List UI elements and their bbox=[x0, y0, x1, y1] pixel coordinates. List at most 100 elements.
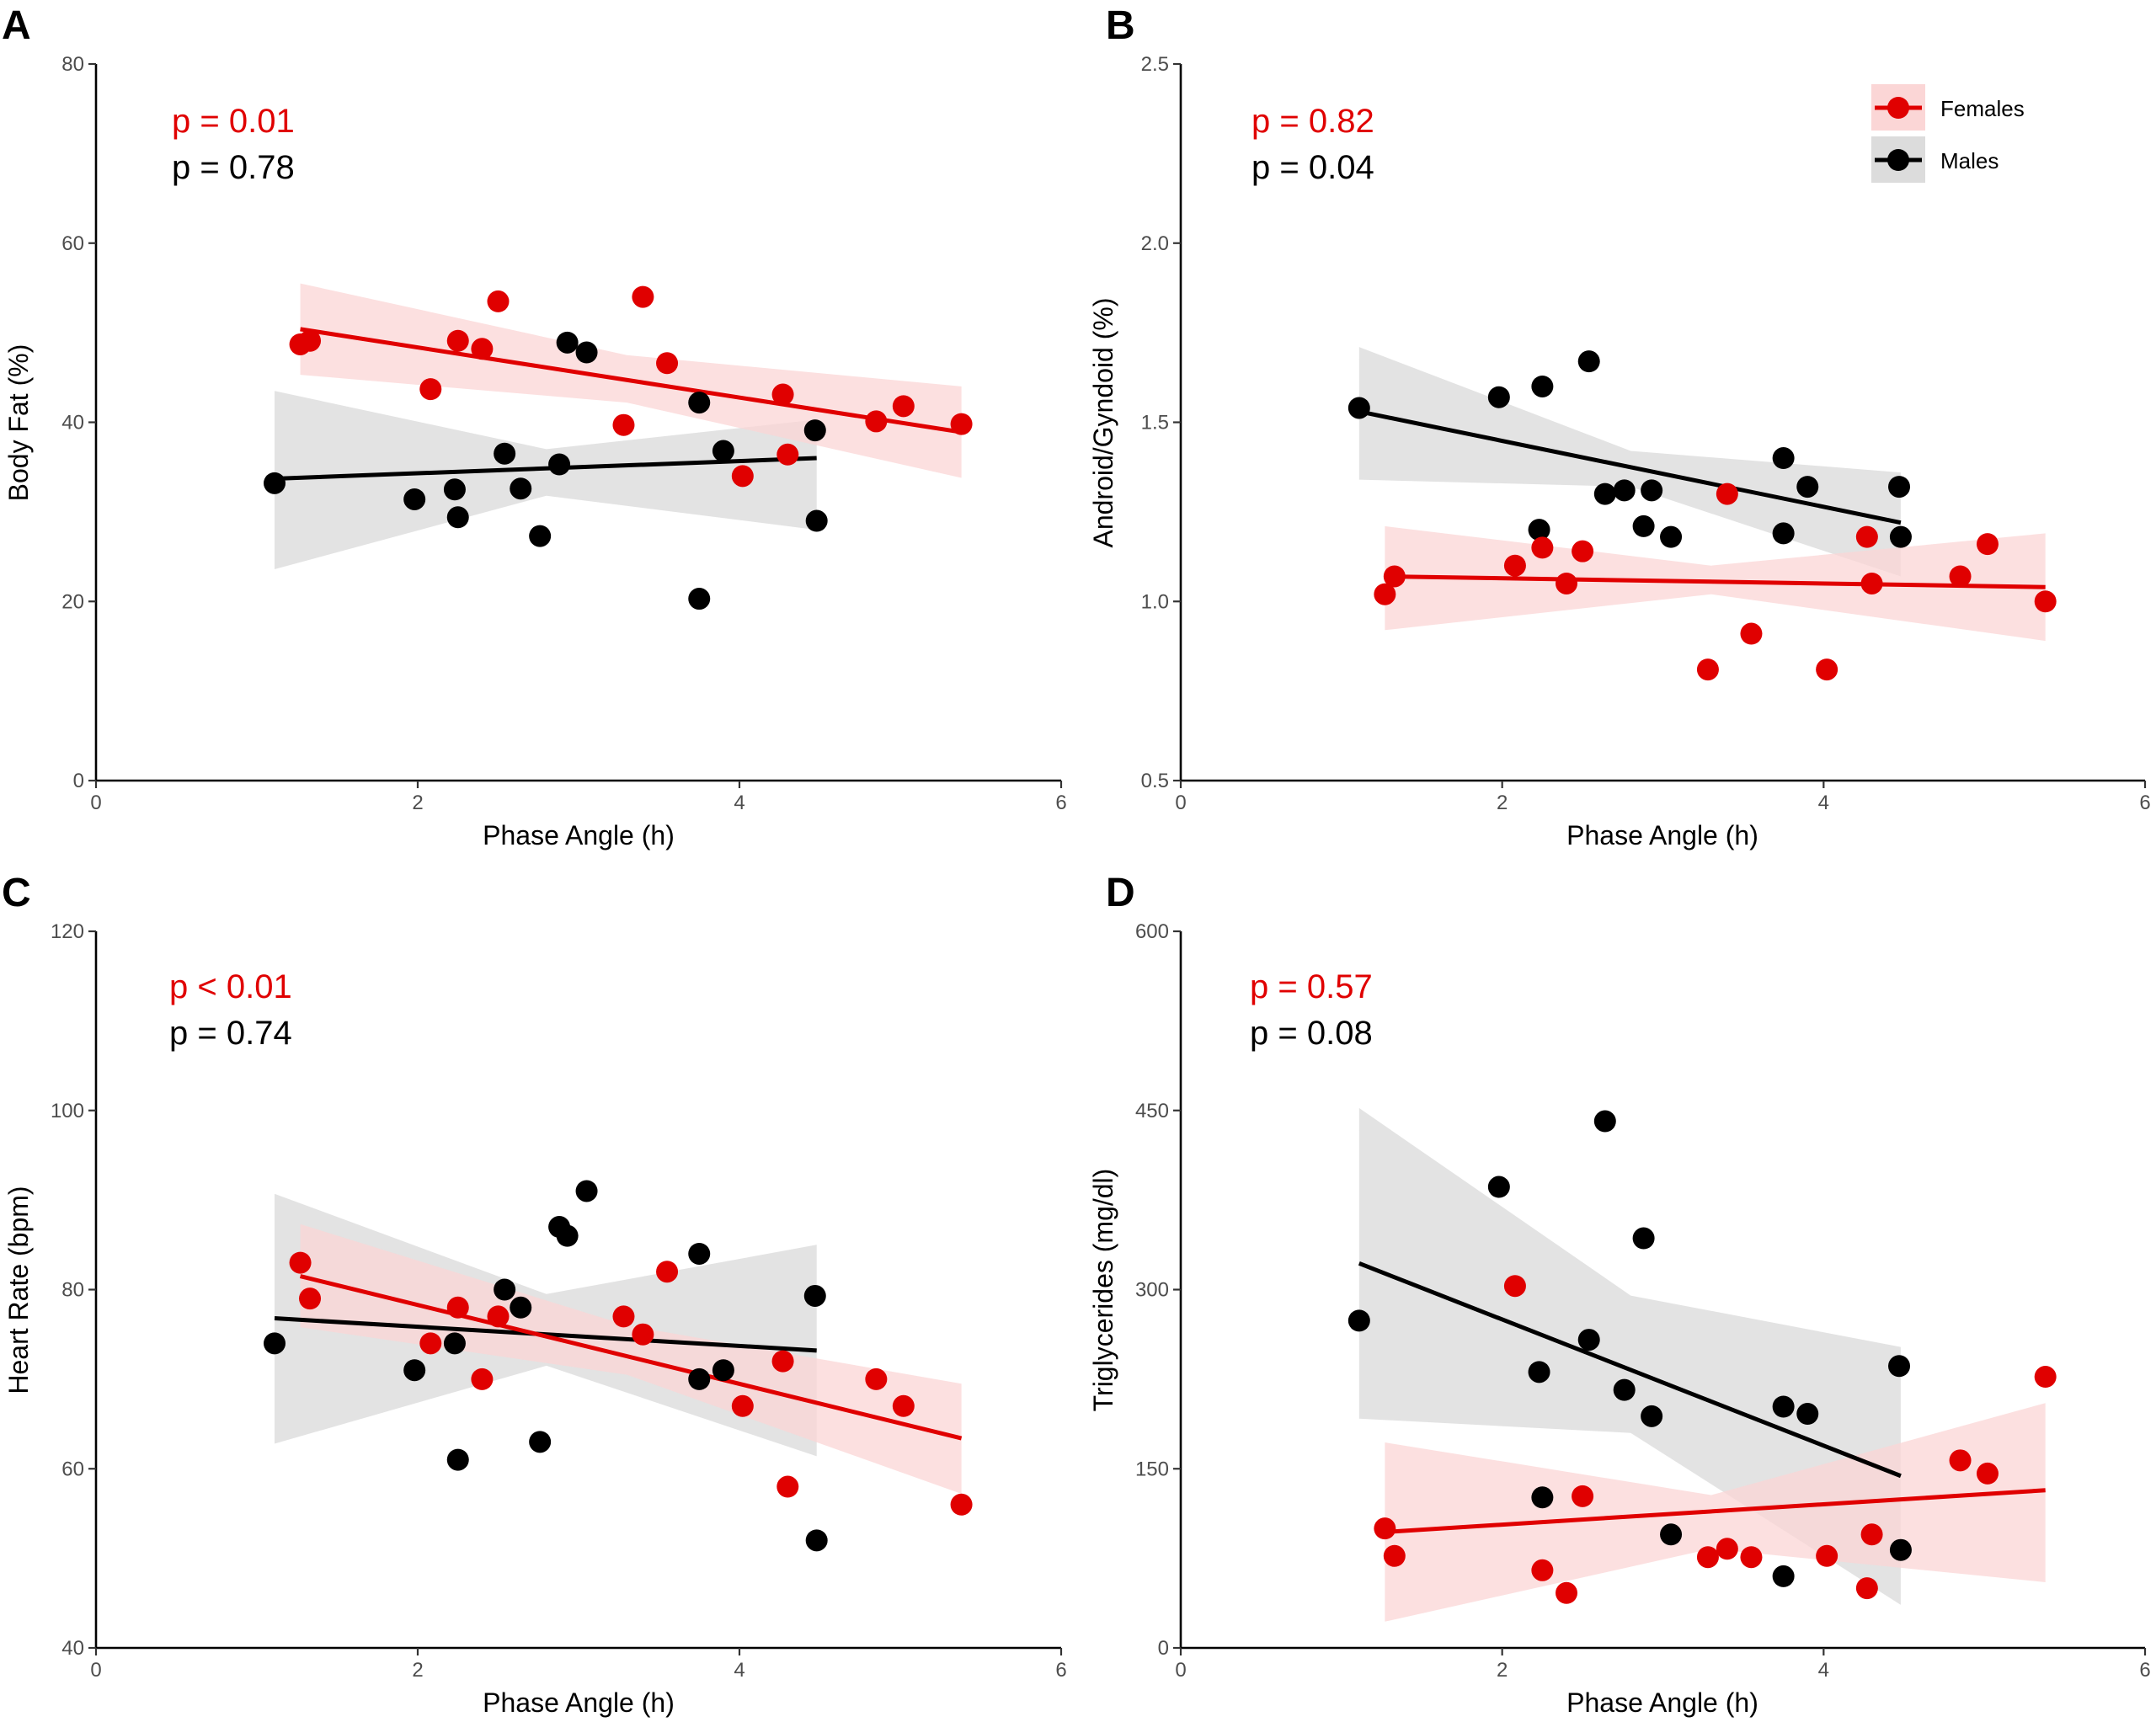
panel-c-y-tick-label: 120 bbox=[51, 920, 84, 943]
panel-d-males-point bbox=[1613, 1378, 1636, 1401]
panel-c-letter: C bbox=[2, 871, 31, 915]
panel-c-females-point bbox=[731, 1394, 754, 1417]
panel-c-y-tick-label: 40 bbox=[61, 1637, 84, 1660]
panel-d-males-point bbox=[1796, 1403, 1819, 1426]
panel-a-males-point bbox=[510, 477, 532, 500]
panel-d-x-axis-title: Phase Angle (h) bbox=[1566, 1687, 1758, 1718]
panel-d-males-point bbox=[1348, 1309, 1370, 1332]
panel-a-females-point bbox=[419, 378, 442, 401]
panel-a-x-tick-label: 0 bbox=[90, 792, 101, 814]
panel-a-x-tick-label: 4 bbox=[734, 792, 744, 814]
panel-b-females-point bbox=[1716, 482, 1738, 505]
panel-d-males-point bbox=[1889, 1538, 1912, 1561]
panel-c-x-tick-label: 0 bbox=[90, 1659, 101, 1682]
panel-a-y-tick-label: 20 bbox=[61, 590, 84, 613]
panel-a-females-point bbox=[656, 352, 679, 375]
panel-b-females-point bbox=[1503, 554, 1526, 577]
panel-b-males-point bbox=[1772, 522, 1795, 545]
panel-b-males-point bbox=[1613, 479, 1636, 502]
panel-d-females-point bbox=[1855, 1577, 1878, 1600]
panel-b-males-point bbox=[1796, 476, 1819, 498]
panel-d-plot: 0 150 300 450 600 0 2 4 6 bbox=[1135, 920, 2151, 1682]
panel-c-males-point bbox=[803, 1284, 826, 1307]
panel-a-males-point bbox=[575, 341, 598, 364]
panel-a-females-point bbox=[612, 413, 635, 436]
panel-c-females-point bbox=[950, 1493, 973, 1516]
panel-c-females-point bbox=[487, 1305, 510, 1328]
panel-d-females-fit-line bbox=[1385, 1488, 2046, 1534]
panel-c-males-point bbox=[688, 1367, 711, 1390]
panel-b-males-fit-line bbox=[1358, 409, 1902, 525]
panel-a-males-point bbox=[403, 488, 426, 510]
panel-d-males-point bbox=[1772, 1395, 1795, 1418]
panel-a-males-point bbox=[264, 472, 286, 494]
panel-c-males-point bbox=[264, 1332, 286, 1355]
panel-b-females-point bbox=[1816, 658, 1838, 681]
panel-d-males-point bbox=[1593, 1110, 1616, 1133]
panel-b-x-tick-label: 4 bbox=[1818, 792, 1829, 814]
panel-d-x-tick-label: 2 bbox=[1497, 1659, 1508, 1682]
panel-c-x-axis-title: Phase Angle (h) bbox=[483, 1687, 675, 1718]
panel-c-females-point bbox=[865, 1367, 888, 1390]
panel-a-y-tick-label: 0 bbox=[73, 770, 84, 792]
panel-c-males-point bbox=[529, 1431, 552, 1453]
panel-a-females-point bbox=[771, 383, 794, 406]
panel-d-letter: D bbox=[1106, 871, 1135, 915]
panel-c-plot: 40 60 80 100 120 0 2 4 6 bbox=[51, 920, 1067, 1682]
panel-b-x-axis-title: Phase Angle (h) bbox=[1566, 820, 1758, 850]
panel-d-y-tick-label: 450 bbox=[1135, 1100, 1169, 1122]
panel-a-males-confidence-band bbox=[275, 391, 817, 569]
panel-b-x-tick-label: 2 bbox=[1497, 792, 1508, 814]
panel-b-y-tick-label: 0.5 bbox=[1141, 770, 1169, 792]
panel-a-plot: 0 20 40 60 80 0 2 4 6 bbox=[61, 53, 1066, 814]
panel-c-males-point bbox=[494, 1278, 516, 1301]
panel-d-females-point bbox=[2034, 1366, 2057, 1389]
panel-a-females-point bbox=[950, 413, 973, 435]
panel-c-y-tick-label: 60 bbox=[61, 1458, 84, 1480]
panel-b-females-point bbox=[1383, 565, 1406, 588]
panel-a-males-point bbox=[688, 588, 711, 610]
panel-b-males-point bbox=[1577, 350, 1600, 373]
panel-d-males-point bbox=[1577, 1329, 1600, 1351]
panel-c-males-point bbox=[688, 1242, 711, 1265]
panel-a-y-tick-label: 60 bbox=[61, 232, 84, 255]
panel-d-y-tick-label: 150 bbox=[1135, 1458, 1169, 1480]
panel-d-y-tick-label: 300 bbox=[1135, 1279, 1169, 1302]
panel-a-females-point bbox=[471, 338, 494, 360]
panel-b-females-point bbox=[1572, 540, 1594, 562]
panel-c-males-point bbox=[443, 1332, 466, 1355]
panel-d-males-point bbox=[1487, 1176, 1510, 1198]
panel-b-letter: B bbox=[1106, 3, 1135, 48]
panel-c-females-point bbox=[776, 1475, 799, 1498]
panel-a-p-male: p = 0.78 bbox=[172, 149, 295, 186]
panel-b-females-point bbox=[1531, 536, 1554, 559]
panel-b-females-point bbox=[2034, 590, 2057, 613]
panel-b-y-tick-label: 2.5 bbox=[1141, 53, 1169, 76]
panel-d-y-tick-label: 0 bbox=[1158, 1637, 1169, 1660]
panel-c-males-point bbox=[403, 1359, 426, 1382]
panel-a-y-axis-title: Body Fat (%) bbox=[3, 344, 34, 502]
panel-b-plot: 0.5 1.0 1.5 2.0 2.5 0 2 4 6 bbox=[1141, 53, 2151, 814]
panel-c-males-point bbox=[805, 1529, 828, 1552]
panel-d-males-point bbox=[1531, 1486, 1554, 1509]
panel-d-females-point bbox=[1740, 1546, 1763, 1569]
panel-c-y-tick-label: 80 bbox=[61, 1279, 84, 1302]
panel-c-females-point bbox=[771, 1350, 794, 1373]
panel-a-males-point bbox=[446, 506, 469, 529]
panel-b-females-point bbox=[1696, 658, 1719, 681]
panel-d-males-point bbox=[1888, 1355, 1911, 1378]
panel-b-females-point bbox=[1860, 572, 1883, 594]
panel-b-females-point bbox=[1976, 533, 1999, 556]
panel-c-males-point bbox=[575, 1180, 598, 1202]
panel-a-males-point bbox=[548, 453, 571, 476]
panel-d-females-point bbox=[1696, 1546, 1719, 1569]
panel-b-females-point bbox=[1855, 525, 1878, 548]
panel-a: A 0 20 40 60 80 0 2 4 6 p = 0.01 p = 0.78 Phase … bbox=[2, 3, 1067, 850]
panel-b-males-point bbox=[1772, 447, 1795, 470]
panel-d-males-point bbox=[1641, 1405, 1663, 1427]
panel-a-males-fit-line bbox=[274, 456, 817, 482]
panel-c: C 40 60 80 100 120 0 2 4 6 p < 0.01 p = 0.74 Pha… bbox=[2, 871, 1067, 1718]
panel-a-males-point bbox=[443, 478, 466, 501]
panel-a-males-point bbox=[556, 331, 579, 354]
panel-d-females-point bbox=[1556, 1581, 1577, 1604]
